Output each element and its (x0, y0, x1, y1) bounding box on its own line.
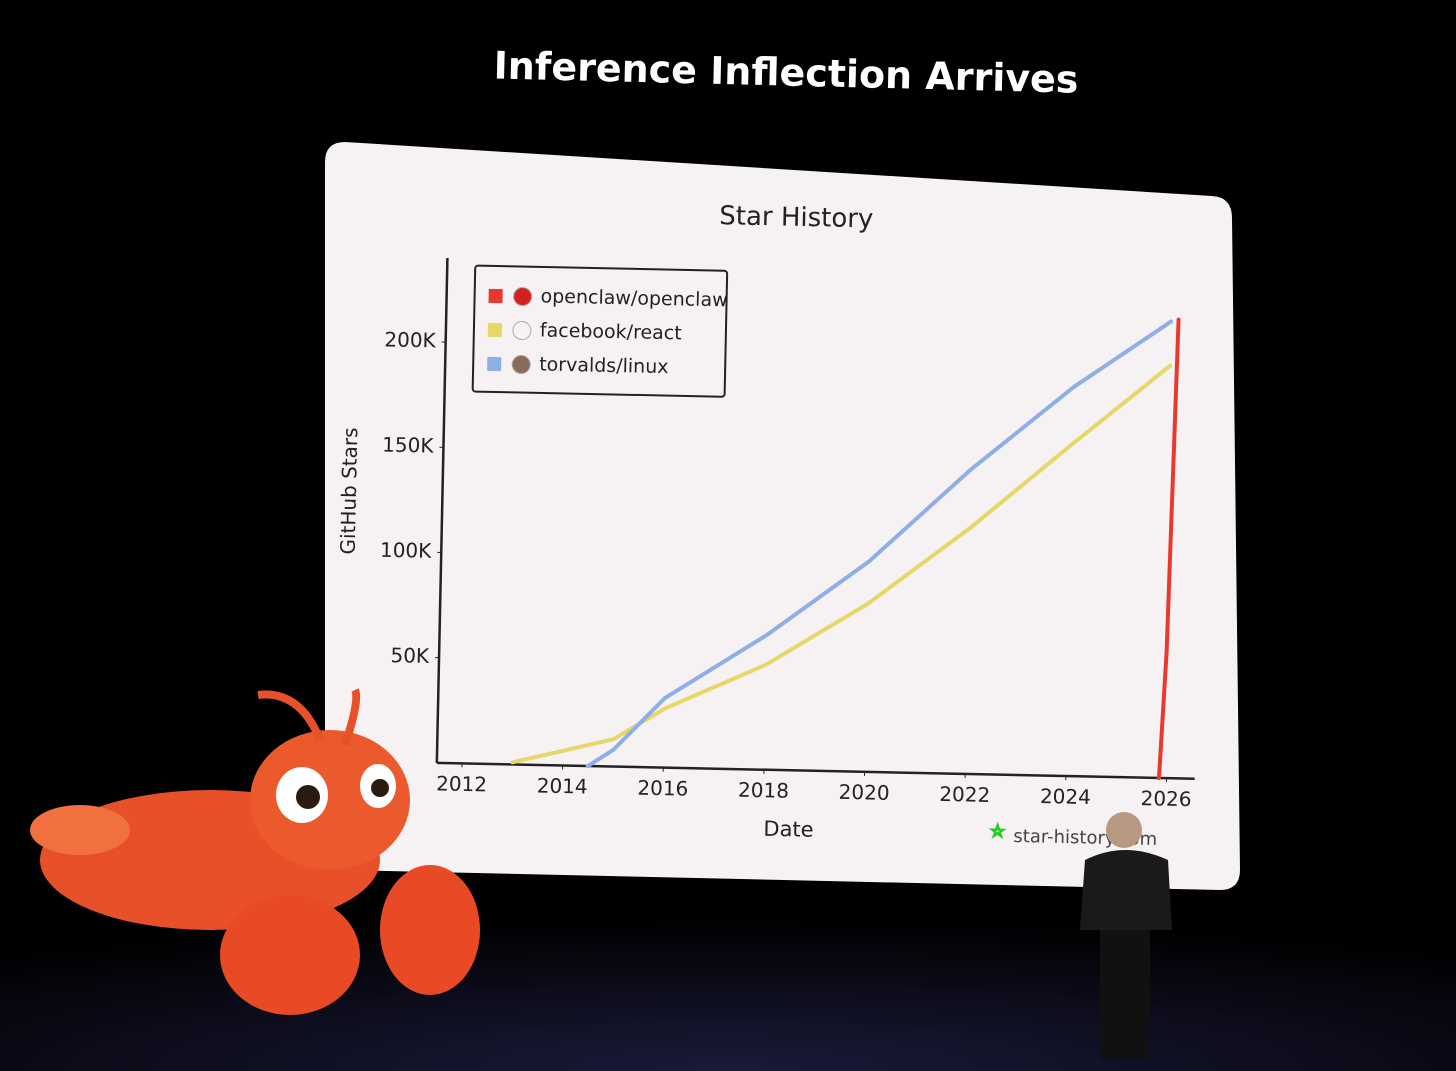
x-tick-label: 2014 (537, 773, 588, 798)
x-tick-label: 2018 (738, 778, 789, 803)
legend-label: facebook/react (540, 319, 682, 344)
legend-swatch (487, 322, 503, 338)
x-tick-label: 2016 (637, 776, 688, 801)
presenter-jacket (1080, 850, 1172, 930)
y-tick-label: 100K (380, 538, 433, 563)
x-tick-label: 2012 (436, 771, 487, 796)
presenter-legs (1100, 930, 1150, 1060)
lobster-head (250, 730, 410, 870)
chart-title: Star History (719, 201, 874, 234)
lobster-tail (30, 805, 130, 855)
legend-swatch (487, 356, 502, 372)
legend: openclaw/openclaw facebook/react torvalds/… (471, 264, 729, 398)
lobster-antenna (257, 688, 361, 747)
y-axis-label: GitHub Stars (336, 427, 363, 555)
y-tick-label: 50K (390, 643, 430, 668)
watermark-icon (988, 821, 1007, 840)
x-axis-label: Date (763, 817, 814, 842)
presenter (1080, 812, 1172, 1060)
lobster-pupil (371, 779, 389, 797)
y-tick-label: 200K (384, 327, 437, 352)
chart: Star History GitHub Stars Date openclaw/… (336, 201, 1195, 850)
lobster-claw (220, 895, 360, 1015)
legend-box (471, 264, 729, 398)
y-tick-label: 150K (382, 433, 435, 458)
legend-label: openclaw/openclaw (540, 285, 727, 311)
lobster-pupil (296, 785, 320, 809)
series-line (585, 319, 1174, 769)
legend-avatar (511, 355, 531, 375)
lobster (30, 688, 480, 1015)
x-tick-label: 2020 (838, 780, 889, 805)
x-axis (436, 761, 1195, 780)
x-tick-label: 2022 (939, 782, 990, 807)
presenter-head (1106, 812, 1142, 848)
legend-label: torvalds/linux (539, 353, 669, 378)
x-tick-label: 2026 (1140, 786, 1191, 811)
series-line (510, 363, 1173, 765)
lobster-claw (380, 865, 480, 995)
series-line (1156, 317, 1181, 780)
legend-avatar (512, 321, 532, 341)
x-tick-label: 2024 (1040, 784, 1091, 809)
legend-avatar (513, 287, 533, 307)
legend-swatch (488, 288, 503, 304)
